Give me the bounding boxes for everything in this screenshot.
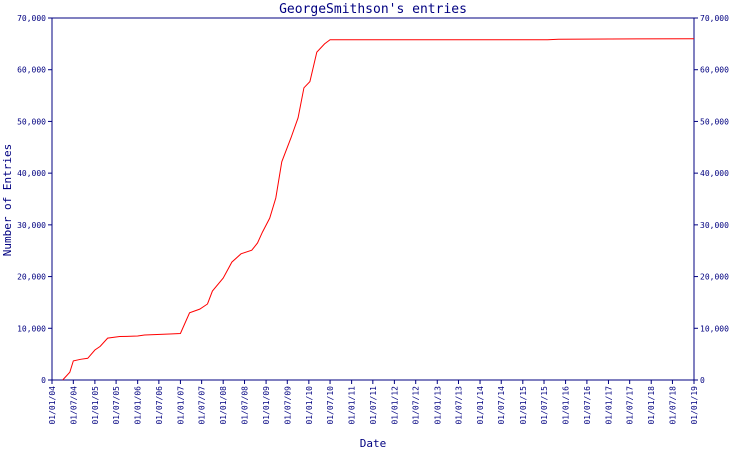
x-tick-label: 01/07/14 — [497, 386, 506, 425]
x-tick-label: 01/01/11 — [348, 386, 357, 425]
x-tick-label: 01/07/13 — [454, 386, 463, 425]
y-tick-label: 30,000 — [17, 221, 46, 230]
y2-tick-label: 60,000 — [700, 66, 729, 75]
plot-frame — [51, 17, 695, 381]
chart-title: GeorgeSmithson's entries — [279, 2, 467, 17]
x-tick-label: 01/01/15 — [519, 386, 528, 425]
y2-tick-label: 0 — [700, 376, 705, 385]
y-tick-label: 10,000 — [17, 324, 46, 333]
y2-tick-label: 10,000 — [700, 324, 729, 333]
x-tick-label: 01/01/19 — [690, 386, 699, 425]
x-tick-label: 01/07/04 — [69, 386, 78, 425]
x-tick-label: 01/07/11 — [369, 386, 378, 425]
y-tick-label: 70,000 — [17, 14, 46, 23]
y2-tick-label: 30,000 — [700, 221, 729, 230]
x-tick-label: 01/01/09 — [262, 386, 271, 425]
y-axis-label: Number of Entries — [1, 144, 14, 257]
y-tick-label: 20,000 — [17, 273, 46, 282]
x-tick-label: 01/07/06 — [155, 386, 164, 425]
x-tick-label: 01/07/12 — [412, 386, 421, 425]
x-tick-label: 01/01/18 — [647, 386, 656, 425]
x-tick-label: 01/07/05 — [112, 386, 121, 425]
x-axis-label: Date — [360, 437, 387, 450]
y-tick-label: 60,000 — [17, 66, 46, 75]
x-tick-label: 01/01/13 — [433, 386, 442, 425]
x-tick-label: 01/01/12 — [390, 386, 399, 425]
x-tick-label: 01/01/07 — [176, 386, 185, 425]
x-tick-label: 01/01/04 — [48, 386, 57, 425]
x-tick-label: 01/07/15 — [540, 386, 549, 425]
x-tick-label: 01/07/17 — [626, 386, 635, 425]
x-tick-label: 01/01/05 — [91, 386, 100, 425]
y-tick-label: 50,000 — [17, 117, 46, 126]
x-tick-label: 01/07/16 — [583, 386, 592, 425]
x-tick-label: 01/01/17 — [604, 386, 613, 425]
x-tick-label: 01/01/06 — [134, 386, 143, 425]
y2-tick-label: 40,000 — [700, 169, 729, 178]
x-tick-label: 01/01/08 — [219, 386, 228, 425]
y-tick-label: 0 — [41, 376, 46, 385]
x-tick-label: 01/01/14 — [476, 386, 485, 425]
x-tick-label: 01/07/10 — [326, 386, 335, 425]
x-tick-label: 01/07/07 — [198, 386, 207, 425]
data-line — [62, 38, 695, 381]
y2-tick-label: 20,000 — [700, 273, 729, 282]
y2-tick-label: 50,000 — [700, 117, 729, 126]
x-tick-label: 01/01/10 — [305, 386, 314, 425]
x-tick-label: 01/07/09 — [283, 386, 292, 425]
y-tick-label: 40,000 — [17, 169, 46, 178]
x-tick-label: 01/07/08 — [241, 386, 250, 425]
y2-tick-label: 70,000 — [700, 14, 729, 23]
x-tick-label: 01/07/18 — [668, 386, 677, 425]
x-tick-label: 01/01/16 — [562, 386, 571, 425]
